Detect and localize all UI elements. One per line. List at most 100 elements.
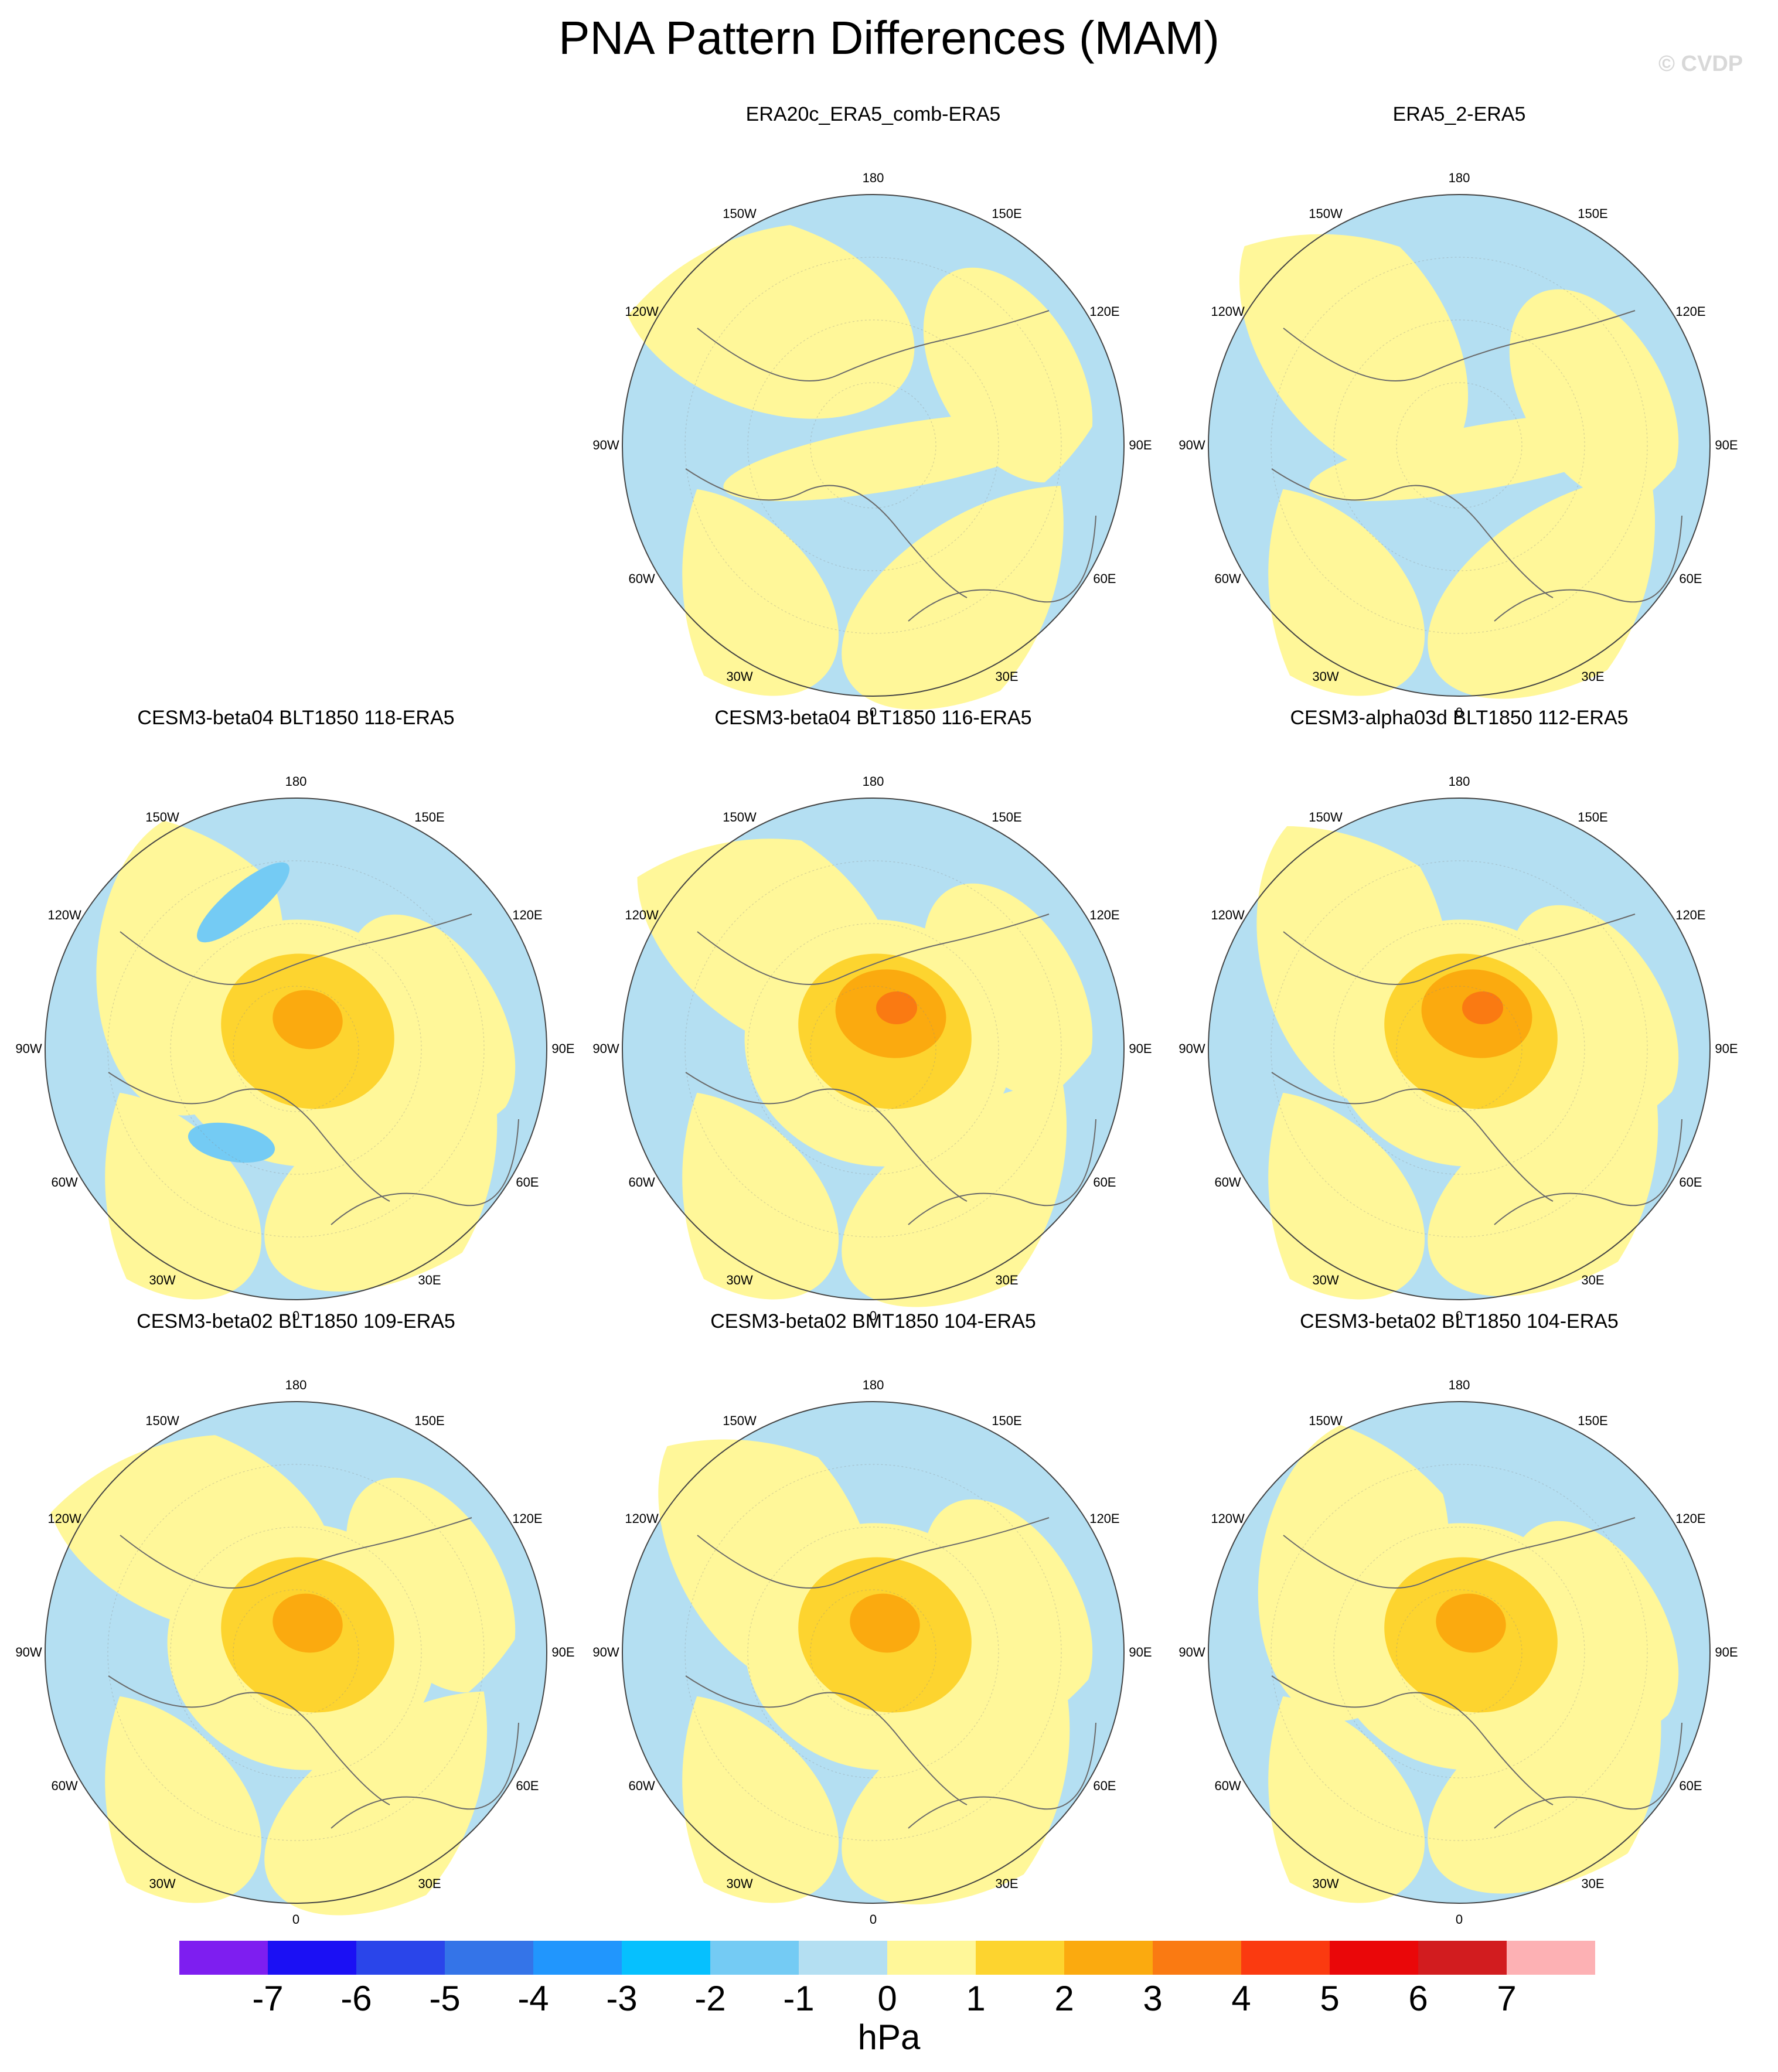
- longitude-label: 60W: [51, 1778, 78, 1793]
- longitude-label: 120W: [625, 304, 659, 319]
- longitude-label: 150W: [1309, 1413, 1343, 1429]
- longitude-label: 90E: [1715, 1645, 1738, 1659]
- map-panel: CESM3-beta04 BLT1850 116-ERA5 180 150E 120E…: [586, 706, 1160, 1323]
- latitude-circle: [1396, 382, 1522, 509]
- panel-title: CESM3-beta04 BLT1850 118-ERA5: [137, 707, 455, 729]
- colorbar-tick-label: -1: [783, 1979, 815, 2018]
- polar-map: [614, 798, 1139, 1307]
- longitude-label: 90W: [15, 1645, 42, 1659]
- coastline: [108, 914, 519, 1225]
- latitude-circle: [1271, 1464, 1648, 1841]
- anomaly-2-3hPa: [273, 990, 343, 1049]
- longitude-label: 120E: [1089, 304, 1120, 319]
- colorbar-tick-label: -3: [606, 1979, 638, 2018]
- longitude-label: 60W: [1214, 571, 1241, 586]
- latitude-circle: [107, 860, 485, 1238]
- longitude-label: 90W: [1178, 1041, 1205, 1056]
- longitude-label: 90E: [551, 1645, 575, 1659]
- latitude-circle: [233, 986, 359, 1112]
- polar-map: [37, 1401, 562, 1916]
- polar-map: [1200, 194, 1725, 699]
- longitude-label: 150W: [1309, 810, 1343, 825]
- latitude-circle: [1333, 1526, 1585, 1778]
- map-panel: ERA5_2-ERA5 180 150E 120E 90E 60E 30E 0 30W 60W 90…: [1172, 103, 1746, 720]
- longitude-label: 30W: [1312, 1876, 1339, 1891]
- latitude-circle: [1396, 1589, 1522, 1716]
- longitude-label: 60W: [1214, 1778, 1241, 1793]
- longitude-label: 150E: [1578, 1413, 1608, 1429]
- longitude-label: 30E: [995, 1876, 1019, 1891]
- latitude-circle: [1396, 986, 1522, 1112]
- latitude-circle: [1333, 923, 1585, 1175]
- longitude-label: 60E: [1093, 1175, 1116, 1190]
- panel-title: CESM3-beta04 BLT1850 116-ERA5: [714, 707, 1032, 729]
- longitude-label: 150E: [992, 206, 1022, 221]
- cvdp-credit: © CVDP: [1658, 52, 1743, 76]
- colorbar-swatch: [1418, 1941, 1507, 1975]
- panel-title: ERA5_2-ERA5: [1392, 103, 1526, 125]
- longitude-label: 60E: [1093, 1778, 1116, 1793]
- longitude-label: 0: [1455, 1912, 1463, 1927]
- longitude-label: 0: [869, 1308, 877, 1323]
- latitude-circle: [810, 382, 936, 509]
- longitude-label: 60W: [628, 1778, 655, 1793]
- longitude-label: 120E: [1675, 1511, 1706, 1526]
- anomaly-minus-1-2hPa: [188, 1122, 275, 1163]
- longitude-label: 120E: [1675, 908, 1706, 922]
- latitude-circle: [684, 860, 1062, 1238]
- longitude-label: 90W: [1178, 438, 1205, 452]
- colorbar-tick-label: 6: [1408, 1979, 1428, 2018]
- colorbar-swatch: [887, 1941, 976, 1975]
- longitude-label: 30W: [149, 1876, 176, 1891]
- map-border: [45, 798, 547, 1300]
- colorbar-swatch: [533, 1941, 622, 1975]
- map-panel: CESM3-beta02 BMT1850 104-ERA5 180 150E 120E…: [586, 1310, 1160, 1927]
- colorbar-tick-label: 1: [966, 1979, 986, 2018]
- positive-anomaly-band: [723, 413, 1070, 502]
- longitude-label: 90E: [1715, 1041, 1738, 1056]
- longitude-label: 0: [869, 1912, 877, 1927]
- longitude-label: 30E: [1581, 1876, 1605, 1891]
- longitude-label: 120W: [47, 908, 81, 922]
- longitude-label: 150E: [992, 810, 1022, 825]
- colorbar-units: hPa: [857, 2018, 921, 2057]
- latitude-circle: [1333, 319, 1585, 571]
- polar-map: [614, 194, 1139, 710]
- longitude-label: 30W: [726, 1876, 753, 1891]
- coastline: [685, 310, 1096, 622]
- latitude-circle: [810, 1589, 936, 1716]
- longitude-label: 180: [1448, 1378, 1470, 1392]
- longitude-label: 180: [1448, 774, 1470, 789]
- longitude-label: 120W: [47, 1511, 81, 1526]
- map-border: [1208, 194, 1711, 697]
- longitude-label: 180: [862, 1378, 884, 1392]
- longitude-label: 30W: [1312, 669, 1339, 684]
- latitude-circle: [684, 257, 1062, 634]
- colorbar-tick-label: 0: [877, 1979, 897, 2018]
- latitude-circle: [747, 319, 999, 571]
- longitude-label: 60E: [1093, 571, 1116, 586]
- longitude-label: 120W: [625, 1511, 659, 1526]
- map-panel: CESM3-beta02 BLT1850 109-ERA5 180 150E 120E…: [9, 1310, 583, 1927]
- anomaly-minus-1-2hPa: [197, 862, 289, 943]
- colorbar-swatch: [268, 1941, 356, 1975]
- longitude-label: 60E: [516, 1778, 539, 1793]
- longitude-label: 60W: [51, 1175, 78, 1190]
- map-border: [622, 798, 1125, 1300]
- longitude-label: 90E: [551, 1041, 575, 1056]
- latitude-circle: [747, 923, 999, 1175]
- anomaly-2-3hPa: [850, 1593, 920, 1653]
- colorbar-tick-label: -4: [517, 1979, 549, 2018]
- anomaly-2-3hPa: [273, 1593, 343, 1653]
- colorbar-swatch: [622, 1941, 710, 1975]
- longitude-label: 150W: [145, 810, 179, 825]
- longitude-label: 150W: [723, 206, 757, 221]
- longitude-label: 90W: [592, 1041, 619, 1056]
- positive-anomaly-region: [1239, 200, 1469, 476]
- longitude-label: 180: [862, 774, 884, 789]
- colorbar-swatch: [710, 1941, 799, 1975]
- colorbar-swatch: [1241, 1941, 1330, 1975]
- colorbar-swatch: [1064, 1941, 1153, 1975]
- colorbar-swatch: [1507, 1941, 1595, 1975]
- coastline: [108, 1517, 519, 1829]
